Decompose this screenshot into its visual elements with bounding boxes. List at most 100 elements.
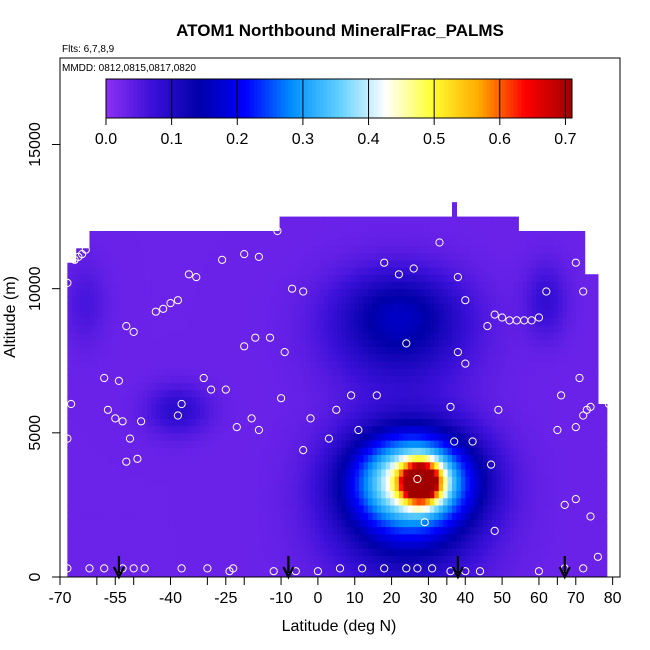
heatmap-cell	[460, 331, 466, 340]
heatmap-cell	[350, 274, 356, 283]
heatmap-cell	[482, 432, 488, 441]
heatmap-cell	[482, 267, 488, 275]
heatmap-cell	[505, 440, 511, 448]
heatmap-cell	[306, 295, 312, 304]
heatmap-cell	[443, 238, 449, 247]
heatmap-cell	[120, 281, 126, 290]
heatmap-cell	[478, 238, 484, 247]
heatmap-cell	[301, 447, 307, 456]
heatmap-cell	[403, 389, 409, 398]
heatmap-cell	[244, 483, 250, 492]
heatmap-cell	[381, 252, 387, 261]
heatmap-cell	[244, 310, 250, 319]
heatmap-cell	[314, 389, 320, 398]
heatmap-cell	[337, 483, 343, 492]
heatmap-cell	[323, 461, 329, 470]
heatmap-cell	[452, 533, 458, 542]
heatmap-cell	[138, 267, 144, 275]
heatmap-cell	[478, 533, 484, 542]
heatmap-cell	[443, 512, 449, 520]
heatmap-cell	[275, 331, 281, 340]
heatmap-cell	[204, 490, 210, 499]
heatmap-cell	[306, 231, 312, 239]
heatmap-cell	[102, 339, 108, 347]
heatmap-cell	[482, 440, 488, 448]
heatmap-cell	[292, 389, 298, 398]
heatmap-cell	[213, 238, 219, 247]
heatmap-cell	[372, 404, 378, 412]
heatmap-cell	[160, 418, 166, 427]
heatmap-cell	[434, 497, 440, 506]
heatmap-cell	[337, 360, 343, 369]
heatmap-cell	[102, 310, 108, 319]
heatmap-cell	[496, 447, 502, 456]
heatmap-cell	[177, 454, 183, 463]
heatmap-cell	[474, 353, 480, 362]
heatmap-cell	[266, 562, 272, 571]
heatmap-cell	[275, 375, 281, 383]
heatmap-cell	[120, 303, 126, 311]
heatmap-cell	[270, 252, 276, 261]
heatmap-cell	[513, 569, 519, 577]
heatmap-cell	[469, 440, 475, 448]
heatmap-cell	[368, 411, 374, 420]
heatmap-cell	[310, 490, 316, 499]
heatmap-cell	[85, 310, 91, 319]
heatmap-cell	[186, 418, 192, 427]
heatmap-cell	[270, 432, 276, 441]
heatmap-cell	[456, 425, 462, 434]
heatmap-cell	[478, 490, 484, 499]
heatmap-cell	[465, 540, 471, 549]
heatmap-cell	[208, 404, 214, 412]
heatmap-cell	[217, 317, 223, 326]
heatmap-cell	[500, 216, 506, 225]
heatmap-cell	[337, 476, 343, 484]
heatmap-cell	[217, 440, 223, 448]
heatmap-cell	[124, 497, 130, 506]
heatmap-cell	[169, 483, 175, 492]
heatmap-cell	[412, 252, 418, 261]
heatmap-cell	[478, 259, 484, 268]
heatmap-cell	[447, 346, 453, 355]
heatmap-cell	[469, 569, 475, 577]
heatmap-cell	[376, 432, 382, 441]
heatmap-cell	[173, 461, 179, 470]
heatmap-cell	[151, 555, 157, 564]
heatmap-cell	[403, 447, 409, 456]
heatmap-cell	[155, 331, 161, 340]
heatmap-cell	[310, 346, 316, 355]
heatmap-cell	[407, 310, 413, 319]
heatmap-cell	[186, 252, 192, 261]
heatmap-cell	[288, 548, 294, 556]
heatmap-cell	[314, 339, 320, 347]
heatmap-cell	[261, 519, 267, 528]
heatmap-cell	[173, 267, 179, 275]
heatmap-cell	[213, 281, 219, 290]
heatmap-cell	[482, 526, 488, 535]
heatmap-cell	[138, 245, 144, 254]
heatmap-cell	[443, 252, 449, 261]
heatmap-cell	[146, 259, 152, 268]
heatmap-cell	[381, 281, 387, 290]
heatmap-cell	[416, 303, 422, 311]
heatmap-cell	[284, 245, 290, 254]
heatmap-cell	[230, 476, 236, 484]
heatmap-cell	[284, 295, 290, 304]
heatmap-cell	[244, 461, 250, 470]
heatmap-cell	[337, 569, 343, 577]
heatmap-cell	[306, 454, 312, 463]
heatmap-cell	[279, 389, 285, 398]
heatmap-cell	[116, 476, 122, 484]
heatmap-cell	[257, 447, 263, 456]
heatmap-cell	[460, 382, 466, 391]
heatmap-cell	[195, 353, 201, 362]
heatmap-cell	[266, 497, 272, 506]
heatmap-cell	[306, 303, 312, 311]
heatmap-cell	[394, 288, 400, 297]
heatmap-cell	[306, 389, 312, 398]
heatmap-cell	[230, 331, 236, 340]
heatmap-cell	[425, 555, 431, 564]
heatmap-cell	[195, 425, 201, 434]
heatmap-cell	[332, 238, 338, 247]
heatmap-cell	[230, 411, 236, 420]
